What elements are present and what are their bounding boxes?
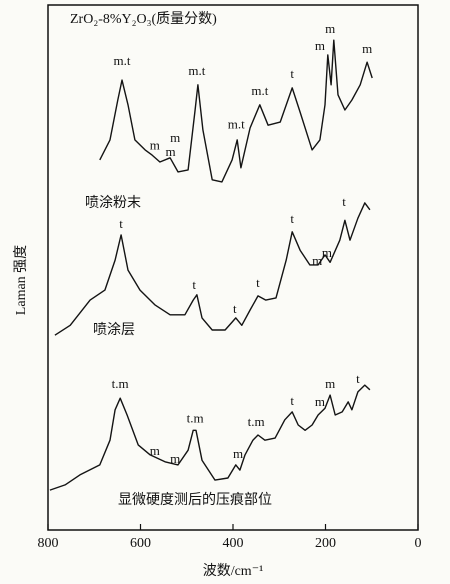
peak-label: m xyxy=(150,443,160,458)
peak-label: m xyxy=(315,394,325,409)
peak-label: t xyxy=(342,194,346,209)
peak-label: m xyxy=(325,21,335,36)
x-tick-label: 600 xyxy=(130,536,151,551)
peak-label: t xyxy=(290,66,294,81)
peak-label: t.m xyxy=(187,411,204,426)
spectrum-line xyxy=(54,202,371,336)
peak-label: t xyxy=(290,211,294,226)
peak-label: m xyxy=(170,130,180,145)
peak-label: m xyxy=(233,446,243,461)
peak-label: t.m xyxy=(248,414,265,429)
x-tick-label: 0 xyxy=(415,536,422,551)
x-tick-label: 800 xyxy=(38,536,59,551)
peak-label: t xyxy=(233,301,237,316)
peak-label: m.t xyxy=(228,117,245,132)
chart-title: ZrO₂-8%Y₂O₃(质量分数) xyxy=(70,11,217,27)
peak-label: t.m xyxy=(112,376,129,391)
peak-label: t xyxy=(192,277,196,292)
x-tick-label: 200 xyxy=(315,536,336,551)
peak-label: m xyxy=(170,451,180,466)
peak-label: m xyxy=(315,38,325,53)
spectrum-line xyxy=(49,384,371,491)
peak-label: m xyxy=(166,144,176,159)
series-label: 显微硬度测后的压痕部位 xyxy=(118,492,272,508)
peak-label: m.t xyxy=(188,63,205,78)
peak-label: m.t xyxy=(251,83,268,98)
peak-label: t xyxy=(356,371,360,386)
peak-label: m.t xyxy=(114,53,131,68)
peak-label: t xyxy=(256,275,260,290)
peak-label: m xyxy=(325,376,335,391)
series-label: 喷涂层 xyxy=(93,322,135,338)
peak-label: m xyxy=(312,253,322,268)
series-label: 喷涂粉末 xyxy=(85,195,141,211)
peak-label: m xyxy=(322,245,332,260)
x-tick-label: 400 xyxy=(223,536,244,551)
peak-label: t xyxy=(290,393,294,408)
spectrum-line xyxy=(99,39,373,183)
peak-label: m xyxy=(150,138,160,153)
peak-label: t xyxy=(119,216,123,231)
x-axis-label: 波数/cm⁻¹ xyxy=(203,563,264,579)
peak-label: m xyxy=(362,41,372,56)
y-axis-label: Laman 强度 xyxy=(13,245,29,315)
